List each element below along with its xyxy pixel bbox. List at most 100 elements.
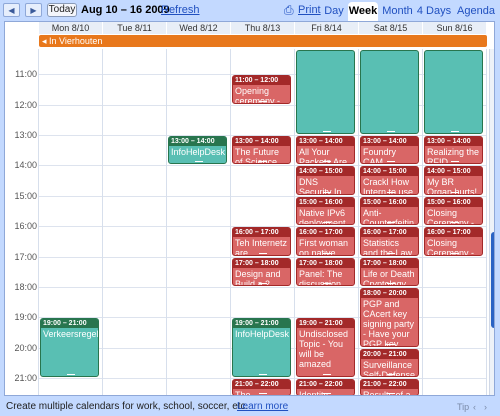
tab-week[interactable]: Week [348,2,378,21]
resize-grip-icon[interactable] [322,192,331,193]
resize-grip-icon[interactable] [322,161,331,162]
calendar-event[interactable]: 18:00 – 20:00 PGP and CAcert key signing … [360,288,419,347]
calendar-event[interactable]: 16:00 – 17:00 Teh Internetz are [232,227,291,256]
resize-grip-icon[interactable] [322,393,331,394]
day-header[interactable]: Thu 8/13 [231,22,294,34]
resize-grip-icon[interactable] [322,374,331,375]
event-time: 13:00 – 14:00 [425,137,482,146]
today-button[interactable]: Today [47,3,77,17]
calendar-event[interactable]: 19:00 – 21:00Verkeersregelaarles [40,318,99,377]
learn-more-link[interactable]: Learn more [237,401,289,412]
hour-gridline [38,74,486,75]
calendar-event[interactable]: 16:00 – 17:00 Closing Ceremony - [424,227,483,256]
day-header[interactable]: Wed 8/12 [167,22,230,34]
calendar-event[interactable]: 11:00 – 12:00 Opening ceremony - [232,75,291,104]
scrollbar[interactable] [489,49,494,395]
allday-event[interactable]: ◂ In Vierhouten [39,35,487,47]
hour-gridline [38,226,486,227]
prev-week-button[interactable]: ◀ [3,3,20,17]
resize-grip-icon[interactable] [386,131,395,132]
resize-grip-icon[interactable] [258,374,267,375]
resize-grip-icon[interactable] [386,192,395,193]
resize-grip-icon[interactable] [258,283,267,284]
event-time: 16:00 – 17:00 [233,228,290,237]
calendar-event[interactable]: 16:00 – 17:00 Statistics and the Law [360,227,419,256]
resize-grip-icon[interactable] [386,393,395,394]
resize-grip-icon[interactable] [258,101,267,102]
event-time: 20:00 – 21:00 [361,350,418,359]
tab-month[interactable]: Month [382,5,413,17]
resize-grip-icon[interactable] [258,253,267,254]
event-time: 21:00 – 22:00 [361,380,418,389]
resize-grip-icon[interactable] [386,374,395,375]
day-column-divider [486,49,487,395]
calendar-event[interactable]: 14:00 – 15:00 Crackl How Intern to use [360,166,419,195]
resize-grip-icon[interactable] [66,374,75,375]
calendar-event[interactable]: 13:00 – 14:00 InfoHelpDesk [168,136,227,164]
day-header[interactable]: Tue 8/11 [103,22,166,34]
resize-grip-icon[interactable] [450,131,459,132]
calendar-event[interactable]: 15:00 – 16:00 Anti-Counterfeitin [360,197,419,225]
resize-grip-icon[interactable] [258,161,267,162]
event-time: 16:00 – 17:00 [297,228,354,237]
event-title: DNS Security In The [299,177,342,195]
resize-grip-icon[interactable] [194,161,203,162]
calendar-event[interactable]: 16:00 – 17:00 First woman on native [296,227,355,256]
resize-grip-icon[interactable] [322,283,331,284]
calendar-event[interactable]: 15:00 – 16:00 Closing Ceremony - [424,197,483,225]
resize-grip-icon[interactable] [386,344,395,345]
tip-prev-icon[interactable]: ‹ [473,402,476,412]
day-header[interactable]: Sun 8/16 [423,22,486,34]
calendar-event[interactable]: 19:00 – 21:00 InfoHelpDesk [232,318,291,377]
resize-grip-icon[interactable] [322,253,331,254]
resize-grip-icon[interactable] [450,192,459,193]
calendar-event[interactable]: 13:00 – 14:00 All Your Packets Are [296,136,355,164]
refresh-link[interactable]: Refresh [161,4,200,16]
next-week-button[interactable]: ▶ [25,3,42,17]
resize-grip-icon[interactable] [258,393,267,394]
resize-grip-icon[interactable] [386,283,395,284]
resize-grip-icon[interactable] [386,222,395,223]
event-title: Opening ceremony - [235,86,281,104]
calendar-event[interactable]: 13:00 – 14:00 The Future of Science [232,136,291,164]
hour-gridline [38,257,486,258]
resize-grip-icon[interactable] [450,253,459,254]
printer-icon[interactable]: ⎙ [284,3,294,17]
calendar-event[interactable] [424,50,483,134]
tab-day[interactable]: Day [324,5,344,17]
event-time: 19:00 – 21:00 [297,319,354,328]
resize-grip-icon[interactable] [450,222,459,223]
tab-4-days[interactable]: 4 Days [416,5,452,17]
event-time: 15:00 – 16:00 [425,198,482,207]
calendar-event[interactable]: 17:00 – 18:00 Life or Death Cryptology [360,258,419,286]
day-header[interactable]: Fri 8/14 [295,22,358,34]
resize-grip-icon[interactable] [322,222,331,223]
resize-grip-icon[interactable] [386,253,395,254]
day-header[interactable]: Mon 8/10 [39,22,102,34]
scrollbar-thumb[interactable] [491,232,494,328]
tab-agenda[interactable]: Agenda [457,5,495,17]
day-column-divider [358,49,359,395]
left-arrow-icon: ◀ [8,6,15,15]
print-link[interactable]: Print [298,4,321,16]
resize-grip-icon[interactable] [450,161,459,162]
day-header[interactable]: Sat 8/15 [359,22,422,34]
calendar-event[interactable]: 17:00 – 18:00 Design and Build a 2 [232,258,291,286]
calendar-event[interactable] [296,50,355,134]
tip-next-icon[interactable]: › [484,402,487,412]
calendar-event[interactable] [360,50,419,134]
calendar-event[interactable]: 17:00 – 18:00 Panel: The discussion [296,258,355,286]
event-title: InfoHelpDesk [235,329,290,339]
calendar-event[interactable]: 19:00 – 21:00 Undisclosed Topic - You wil… [296,318,355,377]
resize-grip-icon[interactable] [386,161,395,162]
calendar-event[interactable]: 13:00 – 14:00 Realizing the RFID [424,136,483,164]
resize-grip-icon[interactable] [322,131,331,132]
